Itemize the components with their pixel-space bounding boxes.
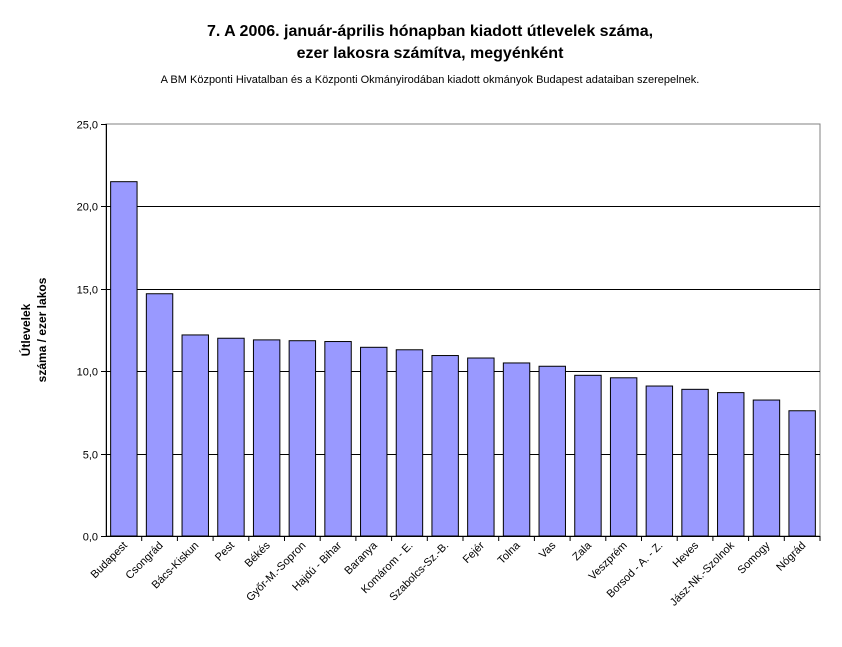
- bar: [502, 362, 531, 537]
- bar: [181, 334, 209, 537]
- y-axis-label: Útlevelek száma / ezer lakos: [18, 277, 49, 382]
- bar: [681, 388, 709, 537]
- chart-subtitle: A BM Központi Hivatalban és a Központi O…: [161, 74, 700, 86]
- bar: [324, 341, 352, 537]
- bar: [645, 385, 674, 537]
- y-tick-label: 0,0: [83, 532, 98, 544]
- bar: [217, 337, 245, 537]
- bar: [717, 392, 745, 537]
- x-tick-label: Somogy: [736, 539, 773, 576]
- x-tick-label: Fejér: [461, 539, 487, 565]
- y-axis-label-line2: száma / ezer lakos: [35, 277, 49, 382]
- bar: [252, 339, 281, 537]
- y-tick-label: 20,0: [77, 202, 98, 214]
- x-tick-label: Zala: [570, 539, 594, 563]
- chart-title-line2: ezer lakosra számítva, megyénként: [297, 45, 564, 62]
- x-tick-label: Pest: [213, 540, 237, 564]
- y-tick-label: 5,0: [83, 450, 98, 462]
- bar: [288, 340, 317, 537]
- x-tick-label: Nógrád: [774, 540, 808, 574]
- bar: [360, 346, 388, 537]
- chart-title-line1: 7. A 2006. január-április hónapban kiado…: [207, 23, 653, 40]
- bar: [145, 293, 174, 537]
- bar: [574, 374, 602, 537]
- x-tick-label: Békés: [243, 539, 273, 569]
- bar: [431, 355, 459, 537]
- bar: [752, 399, 781, 537]
- y-tick-label: 15,0: [77, 285, 98, 297]
- plot-frame: [105, 123, 821, 537]
- bar: [110, 181, 138, 537]
- x-tick-label: Tolna: [496, 539, 524, 567]
- bar: [395, 349, 424, 537]
- bar: [609, 377, 638, 537]
- x-tick-label: Vas: [537, 539, 559, 561]
- bar: [538, 365, 566, 537]
- bar: [788, 410, 816, 537]
- y-tick-label: 25,0: [77, 120, 98, 132]
- y-axis-label-line1: Útlevelek: [18, 303, 33, 356]
- bar: [467, 357, 495, 537]
- x-tick-label: Heves: [671, 539, 702, 570]
- plot-area: 0,05,010,015,020,025,0BudapestCsongrádBá…: [77, 120, 821, 609]
- x-tick-label: Jász-Nk.-Szolnok: [668, 539, 737, 608]
- y-tick-label: 10,0: [77, 367, 98, 379]
